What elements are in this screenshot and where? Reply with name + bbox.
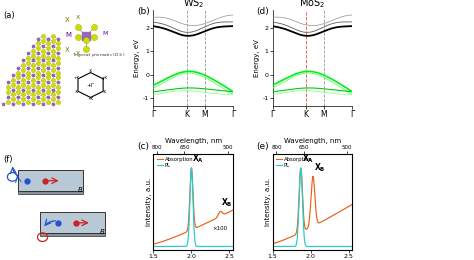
Text: (a): (a) [3,11,15,20]
Y-axis label: Intensity, a.u.: Intensity, a.u. [265,178,271,226]
Text: $\mathbf{X_A}$: $\mathbf{X_A}$ [301,152,314,165]
Polygon shape [18,191,83,194]
Legend: Absorption, PL: Absorption, PL [275,157,313,168]
Y-axis label: Intensity, a.u.: Intensity, a.u. [146,178,152,226]
Text: $\mathbf{X_A}$: $\mathbf{X_A}$ [192,152,204,165]
Text: +K: +K [88,97,94,101]
Text: -K: -K [89,69,92,73]
Text: X: X [65,48,70,54]
Text: +K: +K [73,76,80,80]
Polygon shape [40,212,105,233]
X-axis label: Wavelength, nm: Wavelength, nm [165,138,222,144]
Text: X: X [76,15,81,20]
Text: $\mathbf{X_B}$: $\mathbf{X_B}$ [314,161,326,174]
Title: MoS$_2$: MoS$_2$ [300,0,326,10]
Text: +K: +K [101,76,108,80]
Text: (b): (b) [137,6,150,16]
Text: $B$: $B$ [100,227,106,236]
Text: X: X [76,51,81,56]
Text: (d): (d) [257,6,270,16]
Polygon shape [40,233,105,236]
Text: $B$: $B$ [77,185,83,194]
Text: $+\Gamma$: $+\Gamma$ [86,81,95,89]
Text: Trigonal prismatic $(D_{3h})$: Trigonal prismatic $(D_{3h})$ [72,51,125,59]
Legend: Absorption, PL: Absorption, PL [156,157,194,168]
Text: M: M [103,31,108,36]
Text: (c): (c) [137,142,149,151]
Text: (f): (f) [3,155,13,164]
Text: ×100: ×100 [213,226,228,231]
Text: M: M [65,32,71,38]
Text: -K: -K [102,90,107,94]
Y-axis label: Energy, eV: Energy, eV [254,39,260,77]
Text: -K: -K [74,90,79,94]
X-axis label: Wavelength, nm: Wavelength, nm [284,138,341,144]
Y-axis label: Energy, eV: Energy, eV [135,39,140,77]
Text: $\mathbf{X_B}$: $\mathbf{X_B}$ [221,197,233,209]
Text: (e): (e) [257,142,269,151]
Text: X: X [65,17,70,23]
Polygon shape [18,170,83,191]
Title: WS$_2$: WS$_2$ [182,0,204,10]
